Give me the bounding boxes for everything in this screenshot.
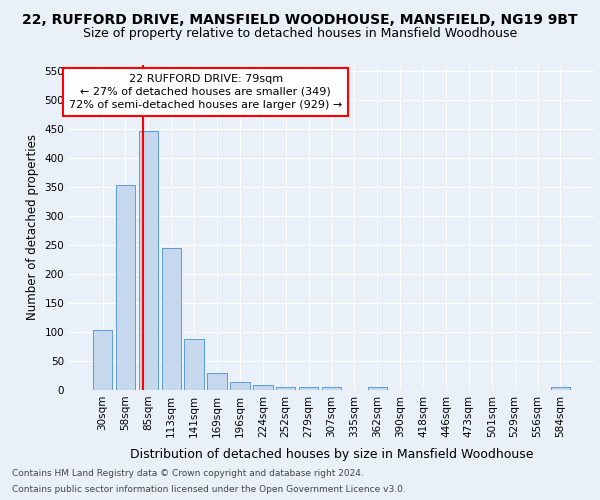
Bar (551, 387, 570, 390)
Y-axis label: Number of detached properties: Number of detached properties (26, 134, 39, 320)
Text: 22 RUFFORD DRIVE: 79sqm
← 27% of detached houses are smaller (349)
72% of semi-d: 22 RUFFORD DRIVE: 79sqm ← 27% of detache… (69, 74, 342, 110)
Text: Size of property relative to detached houses in Mansfield Woodhouse: Size of property relative to detached ho… (83, 28, 517, 40)
X-axis label: Distribution of detached houses by size in Mansfield Woodhouse: Distribution of detached houses by size … (130, 448, 533, 461)
Bar (139, 130, 158, 390)
Bar (276, 387, 295, 390)
Bar (253, 385, 272, 390)
Text: Contains public sector information licensed under the Open Government Licence v3: Contains public sector information licen… (12, 485, 406, 494)
Bar (116, 185, 135, 390)
Bar (322, 387, 341, 390)
Bar (184, 339, 204, 390)
Bar (299, 387, 319, 390)
Bar (93, 330, 112, 390)
Bar (368, 387, 387, 390)
Text: 22, RUFFORD DRIVE, MANSFIELD WOODHOUSE, MANSFIELD, NG19 9BT: 22, RUFFORD DRIVE, MANSFIELD WOODHOUSE, … (22, 12, 578, 26)
Text: Contains HM Land Registry data © Crown copyright and database right 2024.: Contains HM Land Registry data © Crown c… (12, 468, 364, 477)
Bar (230, 382, 250, 390)
Bar (161, 248, 181, 390)
Bar (208, 372, 227, 390)
